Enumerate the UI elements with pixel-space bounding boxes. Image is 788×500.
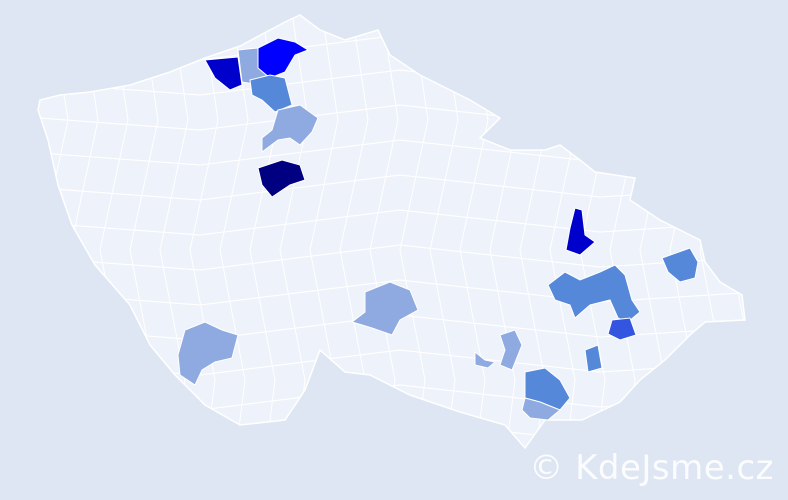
district bbox=[521, 397, 561, 421]
district bbox=[474, 350, 497, 369]
district bbox=[257, 37, 310, 79]
district-border bbox=[38, 384, 745, 411]
district bbox=[607, 317, 637, 341]
district-border bbox=[38, 244, 745, 271]
district bbox=[547, 264, 641, 323]
district bbox=[177, 321, 239, 386]
district-border bbox=[38, 279, 745, 306]
district-border bbox=[38, 15, 745, 26]
district bbox=[584, 344, 603, 373]
district-border bbox=[38, 419, 745, 446]
district-border bbox=[38, 15, 39, 448]
district-border bbox=[39, 15, 69, 448]
highlighted-districts bbox=[177, 37, 699, 421]
district-border bbox=[760, 0, 788, 500]
district-border bbox=[38, 384, 745, 411]
watermark: © KdeJsme.cz bbox=[529, 448, 774, 488]
district-border bbox=[38, 419, 745, 446]
district-border bbox=[38, 209, 745, 236]
district-border bbox=[699, 15, 729, 448]
district-border bbox=[729, 15, 745, 448]
district bbox=[499, 329, 523, 371]
district bbox=[565, 207, 596, 256]
district bbox=[661, 247, 699, 283]
district bbox=[204, 56, 243, 91]
district bbox=[350, 281, 419, 336]
district bbox=[261, 104, 319, 153]
district-border bbox=[38, 34, 745, 61]
district-border bbox=[38, 34, 745, 61]
district-border bbox=[38, 15, 745, 26]
district bbox=[257, 159, 306, 198]
